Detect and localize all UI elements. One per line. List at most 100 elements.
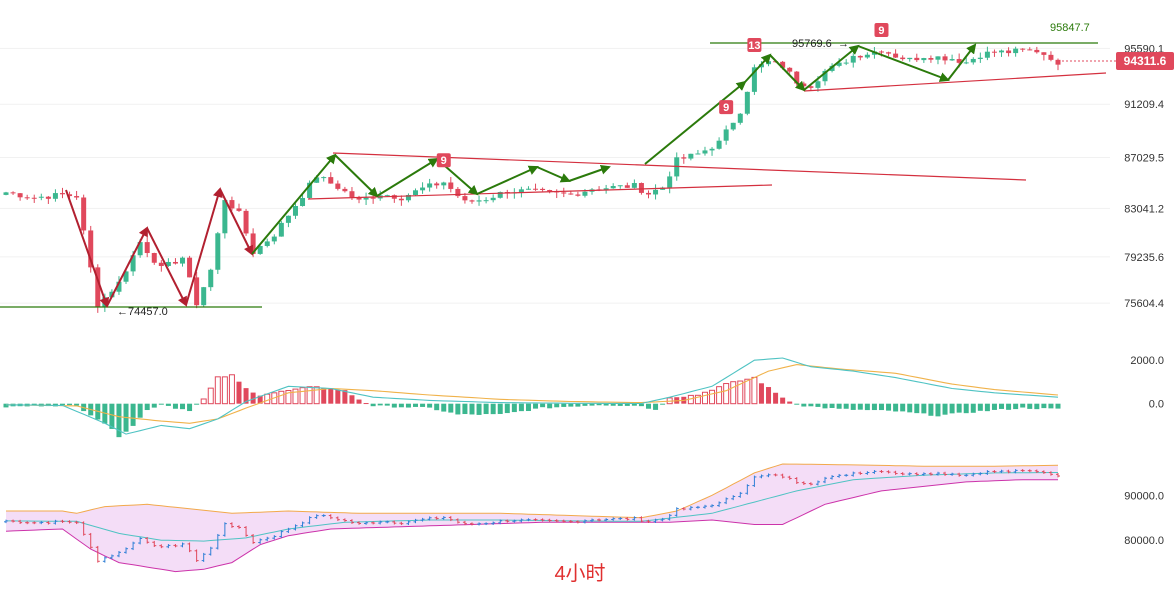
price-candle [907,57,913,62]
ohlc-bar [272,535,277,540]
ohlc-bar [258,538,263,544]
price-candle [970,57,976,65]
price-candle [335,180,341,191]
ohlc-bar [1020,469,1025,472]
ohlc-bar [575,520,580,524]
ohlc-bar [46,521,51,525]
macd-bar [1013,403,1019,410]
price-candle [963,57,969,65]
ohlc-bar [632,516,637,521]
price-candle [836,58,842,68]
macd-panel: 2000.0 0.0 [3,355,1164,438]
wave-arrow [219,188,253,256]
price-candle [427,178,433,192]
macd-dea-line [5,364,1059,424]
td-marker: 9 [436,153,451,168]
ohlc-bar [745,484,750,495]
ohlc-bar [688,506,693,511]
ohlc-bar [815,480,820,486]
price-candle [38,193,44,201]
ohlc-bar [244,526,249,537]
price-candle [645,190,651,199]
ohlc-bar [328,514,333,520]
price-candle [363,192,369,206]
last-price-value: 94311.6 [1124,54,1167,68]
ohlc-bar [498,519,503,525]
wave-arrow [803,44,860,91]
price-candle [187,255,193,278]
ohlc-bar [25,521,30,525]
bollinger-band-fill [6,464,1058,572]
wave-arrow [857,45,950,82]
ohlc-bar [194,549,199,562]
ohlc-bar [1013,469,1018,474]
ohlc-bar [957,472,962,477]
ohlc-bar [1006,469,1011,474]
ohlc-bar [639,516,644,523]
ohlc-bar [215,533,220,550]
macd-bar [67,403,73,406]
ohlc-bar [999,469,1004,474]
bollinger-upper-line [6,463,1059,519]
price-candle [405,193,411,203]
price-candle [10,191,16,195]
ohlc-bar [667,513,672,521]
ohlc-bar [173,544,178,548]
ohlc-bar [879,470,884,474]
price-candle [653,184,659,200]
ohlc-bar [582,519,587,524]
ohlc-bar [914,472,919,476]
ohlc-bar [462,520,467,526]
ohlc-bar [74,520,79,525]
price-candle [589,187,595,195]
price-candle [857,55,863,61]
svg-text:9: 9 [723,102,729,114]
ohlc-bar [893,470,898,475]
price-candle [81,194,87,235]
price-candle [172,258,178,265]
price-candle [448,176,454,193]
ohlc-bar [60,519,65,523]
macd-bar [829,403,835,408]
macd-bar [610,403,616,406]
macd-bar [349,395,355,404]
macd-bar [483,403,489,415]
macd-bar [596,403,602,406]
ohlc-bar [837,473,842,478]
price-candle [667,171,673,194]
channel-support-line [803,72,1107,92]
ohlc-bar [131,541,136,551]
ohlc-bar [618,517,623,521]
ohlc-bar [519,518,524,523]
macd-bar [427,403,433,408]
annotation-low-74457: 74457.0 [128,306,168,318]
wave-arrow [536,166,571,183]
macd-bar [977,403,983,411]
ohlc-bar [208,546,213,556]
price-candle [1006,47,1012,57]
ohlc-bar [964,473,969,477]
macd-bar [151,403,157,408]
macd-bar [999,403,1005,409]
ohlc-bar [568,519,573,524]
macd-bar [568,403,574,407]
svg-text:13: 13 [748,40,760,52]
ohlc-bar [907,472,912,476]
price-candles [3,46,1061,313]
price-candle [285,215,291,228]
price-candle [222,198,228,239]
ohlc-bar [406,520,411,526]
macd-bar [1055,403,1061,409]
price-candle [893,49,899,58]
macd-bar [257,395,263,404]
price-candle [59,187,65,199]
macd-bar [413,403,419,407]
ohlc-bar [950,472,955,476]
macd-bar [207,387,214,405]
macd-bar [518,403,524,412]
wave-arrow [334,154,379,198]
ohlc-bar [314,514,319,519]
price-candle [737,113,743,125]
price-candle [434,181,440,189]
price-axis-tick: 75604.4 [1124,298,1164,310]
